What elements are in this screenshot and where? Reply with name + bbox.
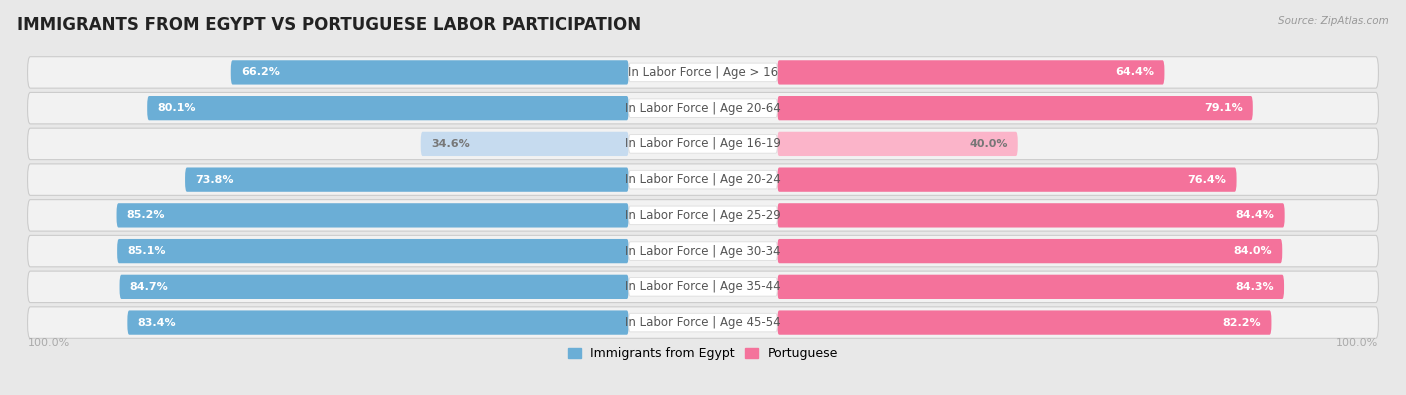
Text: 76.4%: 76.4%: [1188, 175, 1226, 184]
FancyBboxPatch shape: [28, 128, 1378, 160]
FancyBboxPatch shape: [28, 164, 1378, 196]
Text: 83.4%: 83.4%: [138, 318, 176, 327]
FancyBboxPatch shape: [120, 275, 628, 299]
Text: 84.4%: 84.4%: [1236, 211, 1274, 220]
FancyBboxPatch shape: [778, 167, 1236, 192]
FancyBboxPatch shape: [28, 57, 1378, 88]
Text: 84.0%: 84.0%: [1233, 246, 1272, 256]
Legend: Immigrants from Egypt, Portuguese: Immigrants from Egypt, Portuguese: [562, 342, 844, 365]
Text: 79.1%: 79.1%: [1204, 103, 1243, 113]
FancyBboxPatch shape: [628, 99, 778, 117]
Text: In Labor Force | Age 20-24: In Labor Force | Age 20-24: [626, 173, 780, 186]
FancyBboxPatch shape: [28, 199, 1378, 231]
FancyBboxPatch shape: [231, 60, 628, 85]
FancyBboxPatch shape: [628, 242, 778, 260]
FancyBboxPatch shape: [420, 132, 628, 156]
FancyBboxPatch shape: [628, 63, 778, 82]
Text: 34.6%: 34.6%: [430, 139, 470, 149]
FancyBboxPatch shape: [117, 239, 628, 263]
Text: In Labor Force | Age 20-64: In Labor Force | Age 20-64: [626, 102, 780, 115]
FancyBboxPatch shape: [778, 132, 1018, 156]
Text: 40.0%: 40.0%: [969, 139, 1008, 149]
Text: In Labor Force | Age 30-34: In Labor Force | Age 30-34: [626, 245, 780, 258]
FancyBboxPatch shape: [117, 203, 628, 228]
Text: 100.0%: 100.0%: [1336, 338, 1378, 348]
FancyBboxPatch shape: [778, 60, 1164, 85]
Text: 84.7%: 84.7%: [129, 282, 169, 292]
FancyBboxPatch shape: [628, 170, 778, 189]
FancyBboxPatch shape: [628, 313, 778, 332]
FancyBboxPatch shape: [28, 235, 1378, 267]
FancyBboxPatch shape: [186, 167, 628, 192]
Text: In Labor Force | Age 35-44: In Labor Force | Age 35-44: [626, 280, 780, 293]
FancyBboxPatch shape: [128, 310, 628, 335]
Text: Source: ZipAtlas.com: Source: ZipAtlas.com: [1278, 16, 1389, 26]
Text: 85.2%: 85.2%: [127, 211, 165, 220]
FancyBboxPatch shape: [28, 307, 1378, 338]
FancyBboxPatch shape: [28, 92, 1378, 124]
FancyBboxPatch shape: [778, 310, 1271, 335]
Text: IMMIGRANTS FROM EGYPT VS PORTUGUESE LABOR PARTICIPATION: IMMIGRANTS FROM EGYPT VS PORTUGUESE LABO…: [17, 16, 641, 34]
Text: In Labor Force | Age > 16: In Labor Force | Age > 16: [628, 66, 778, 79]
FancyBboxPatch shape: [778, 203, 1285, 228]
FancyBboxPatch shape: [628, 135, 778, 153]
Text: In Labor Force | Age 45-54: In Labor Force | Age 45-54: [626, 316, 780, 329]
FancyBboxPatch shape: [778, 239, 1282, 263]
Text: 85.1%: 85.1%: [128, 246, 166, 256]
FancyBboxPatch shape: [628, 278, 778, 296]
Text: In Labor Force | Age 25-29: In Labor Force | Age 25-29: [626, 209, 780, 222]
Text: 82.2%: 82.2%: [1223, 318, 1261, 327]
Text: 84.3%: 84.3%: [1236, 282, 1274, 292]
FancyBboxPatch shape: [628, 206, 778, 225]
Text: In Labor Force | Age 16-19: In Labor Force | Age 16-19: [626, 137, 780, 150]
FancyBboxPatch shape: [778, 96, 1253, 120]
Text: 64.4%: 64.4%: [1115, 68, 1154, 77]
FancyBboxPatch shape: [28, 271, 1378, 303]
Text: 100.0%: 100.0%: [28, 338, 70, 348]
Text: 73.8%: 73.8%: [195, 175, 233, 184]
FancyBboxPatch shape: [778, 275, 1284, 299]
Text: 80.1%: 80.1%: [157, 103, 195, 113]
FancyBboxPatch shape: [148, 96, 628, 120]
Text: 66.2%: 66.2%: [240, 68, 280, 77]
